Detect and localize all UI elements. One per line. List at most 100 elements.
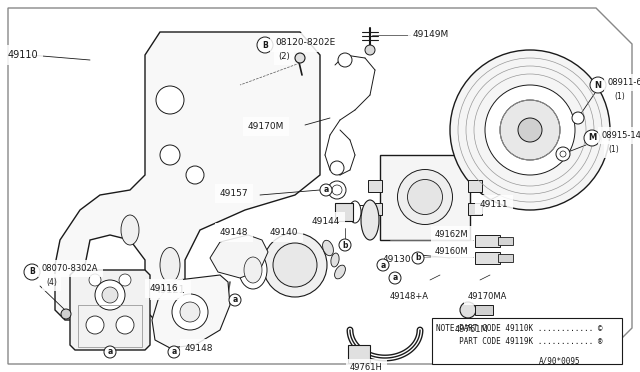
Text: 49157: 49157 xyxy=(220,189,248,198)
Text: b: b xyxy=(342,241,348,250)
Text: N: N xyxy=(595,80,602,90)
Ellipse shape xyxy=(160,247,180,282)
Polygon shape xyxy=(55,32,320,320)
Circle shape xyxy=(162,302,178,318)
Circle shape xyxy=(412,252,424,264)
Circle shape xyxy=(119,274,131,286)
Ellipse shape xyxy=(331,253,339,267)
Text: 49170M: 49170M xyxy=(248,122,284,131)
Circle shape xyxy=(273,243,317,287)
Circle shape xyxy=(460,302,476,318)
Bar xyxy=(498,254,513,262)
Bar xyxy=(468,180,482,192)
Bar xyxy=(348,345,370,363)
Ellipse shape xyxy=(121,215,139,245)
Bar xyxy=(468,203,482,215)
Circle shape xyxy=(61,309,71,319)
Text: 49144: 49144 xyxy=(312,217,340,226)
Ellipse shape xyxy=(239,251,267,289)
Circle shape xyxy=(572,112,584,124)
Text: 08070-8302A: 08070-8302A xyxy=(42,264,99,273)
Circle shape xyxy=(320,184,332,196)
Text: NOTE:PART CODE 49110K ............ ©: NOTE:PART CODE 49110K ............ © xyxy=(436,324,602,333)
Bar xyxy=(432,318,622,364)
Circle shape xyxy=(172,294,208,330)
Text: (2): (2) xyxy=(278,52,290,61)
Text: (4): (4) xyxy=(46,278,57,287)
Circle shape xyxy=(332,185,342,195)
Circle shape xyxy=(377,259,389,271)
Circle shape xyxy=(102,287,118,303)
Circle shape xyxy=(89,274,101,286)
Text: 49130: 49130 xyxy=(383,255,412,264)
Text: a: a xyxy=(392,273,397,282)
Text: 08915-1421A: 08915-1421A xyxy=(602,131,640,140)
Circle shape xyxy=(156,86,184,114)
Circle shape xyxy=(450,50,610,210)
Polygon shape xyxy=(152,275,230,348)
Text: (1): (1) xyxy=(614,92,625,101)
Text: 49148: 49148 xyxy=(185,344,214,353)
Text: a: a xyxy=(232,295,237,305)
Circle shape xyxy=(186,166,204,184)
Ellipse shape xyxy=(244,257,262,283)
Circle shape xyxy=(86,316,104,334)
Ellipse shape xyxy=(349,201,361,223)
Bar xyxy=(335,203,353,221)
Ellipse shape xyxy=(556,147,570,161)
Circle shape xyxy=(389,272,401,284)
Text: B: B xyxy=(29,267,35,276)
Text: M: M xyxy=(588,134,596,142)
Circle shape xyxy=(500,100,560,160)
Text: a: a xyxy=(172,347,177,356)
Text: 49162M: 49162M xyxy=(435,230,468,239)
Bar xyxy=(498,237,513,245)
Text: 49110: 49110 xyxy=(8,50,38,60)
Polygon shape xyxy=(8,8,632,364)
Bar xyxy=(475,305,493,315)
Text: 49111: 49111 xyxy=(480,200,509,209)
Ellipse shape xyxy=(560,151,566,157)
Circle shape xyxy=(229,294,241,306)
Text: 49761H: 49761H xyxy=(350,363,383,372)
Text: 49148+A: 49148+A xyxy=(390,292,429,301)
Text: 49761M: 49761M xyxy=(455,325,489,334)
Circle shape xyxy=(365,45,375,55)
Ellipse shape xyxy=(335,265,346,279)
Circle shape xyxy=(180,302,200,322)
Circle shape xyxy=(328,181,346,199)
Bar xyxy=(475,252,500,264)
Text: A/90*0095: A/90*0095 xyxy=(538,356,580,365)
Bar xyxy=(475,235,500,247)
Text: 49170MA: 49170MA xyxy=(468,292,508,301)
Text: 49116: 49116 xyxy=(150,284,179,293)
Text: 08911-6422A: 08911-6422A xyxy=(608,78,640,87)
Text: (1): (1) xyxy=(608,145,619,154)
Text: 08120-8202E: 08120-8202E xyxy=(275,38,335,47)
Text: 49121: 49121 xyxy=(155,285,186,295)
Circle shape xyxy=(295,53,305,63)
Bar xyxy=(368,180,382,192)
Circle shape xyxy=(338,53,352,67)
Circle shape xyxy=(104,346,116,358)
Ellipse shape xyxy=(323,240,333,256)
Circle shape xyxy=(168,346,180,358)
Text: a: a xyxy=(108,347,113,356)
Circle shape xyxy=(590,77,606,93)
Circle shape xyxy=(122,302,138,318)
Text: b: b xyxy=(415,253,420,263)
Text: a: a xyxy=(380,260,386,269)
Circle shape xyxy=(263,233,327,297)
Circle shape xyxy=(339,239,351,251)
Text: PART CODE 49119K ............ ®: PART CODE 49119K ............ ® xyxy=(436,337,602,346)
Circle shape xyxy=(518,118,542,142)
Bar xyxy=(368,203,382,215)
Polygon shape xyxy=(70,270,150,350)
Text: 49148: 49148 xyxy=(220,228,248,237)
Text: 49140: 49140 xyxy=(270,228,298,237)
Ellipse shape xyxy=(397,170,452,224)
Circle shape xyxy=(257,37,273,53)
Ellipse shape xyxy=(361,200,379,240)
Circle shape xyxy=(330,161,344,175)
Circle shape xyxy=(160,145,180,165)
